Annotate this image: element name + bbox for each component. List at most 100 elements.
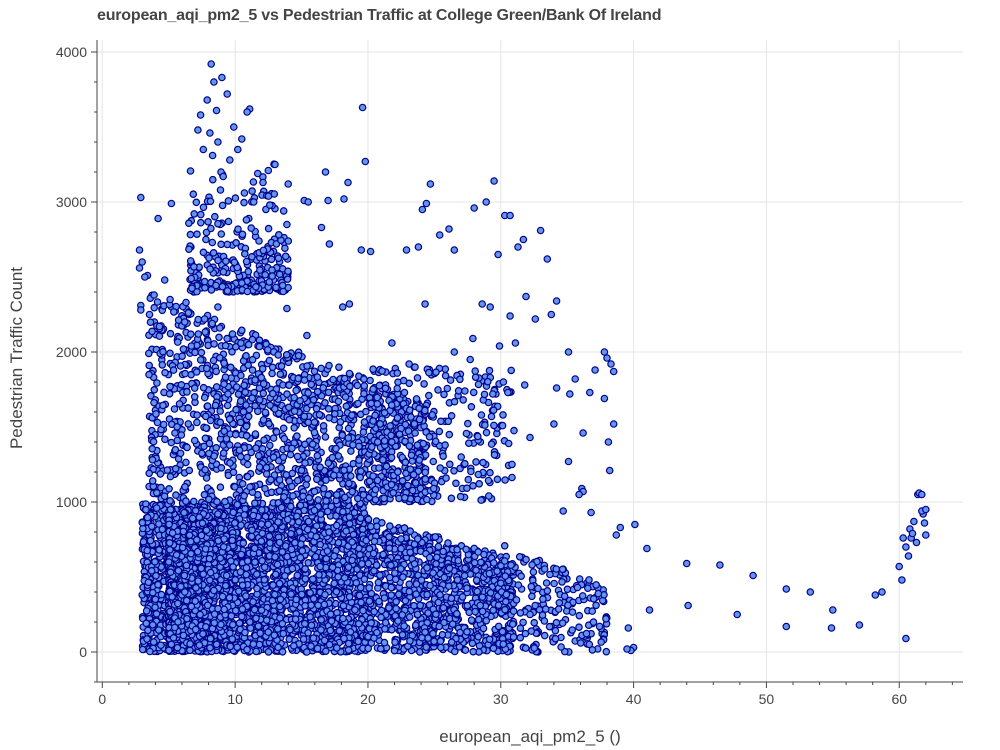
data-point bbox=[238, 605, 247, 613]
data-point bbox=[376, 571, 384, 580]
data-point bbox=[144, 626, 152, 635]
data-point bbox=[273, 560, 282, 569]
data-point bbox=[575, 623, 583, 632]
data-point bbox=[387, 625, 396, 634]
data-point bbox=[166, 607, 174, 616]
data-point bbox=[412, 590, 420, 598]
data-point bbox=[278, 548, 287, 556]
data-point bbox=[320, 636, 329, 645]
data-point bbox=[192, 583, 200, 592]
data-point bbox=[413, 610, 422, 619]
data-point bbox=[248, 526, 256, 535]
data-point bbox=[149, 620, 157, 629]
data-point bbox=[344, 563, 353, 571]
data-point bbox=[410, 601, 418, 610]
data-point bbox=[463, 627, 471, 636]
data-point bbox=[461, 564, 469, 573]
data-point bbox=[460, 571, 469, 580]
data-point bbox=[309, 634, 318, 642]
data-point bbox=[312, 532, 321, 541]
data-point bbox=[485, 635, 494, 644]
data-point bbox=[229, 562, 237, 571]
data-point bbox=[154, 626, 163, 634]
data-point bbox=[174, 599, 182, 608]
data-point bbox=[235, 619, 244, 627]
data-point bbox=[268, 596, 277, 605]
data-point bbox=[478, 607, 487, 616]
data-point bbox=[447, 638, 456, 647]
data-point bbox=[387, 591, 396, 599]
data-point bbox=[543, 586, 552, 595]
data-point bbox=[405, 587, 414, 596]
data-point bbox=[316, 510, 325, 518]
data-point bbox=[157, 641, 165, 650]
data-point bbox=[339, 507, 347, 516]
data-point bbox=[275, 538, 284, 547]
data-point bbox=[377, 606, 386, 615]
data-point bbox=[206, 634, 215, 643]
data-point bbox=[252, 647, 261, 656]
data-point bbox=[399, 573, 407, 581]
data-point bbox=[143, 546, 152, 555]
data-point bbox=[344, 646, 353, 654]
data-point bbox=[142, 505, 150, 514]
data-point bbox=[435, 622, 444, 631]
data-point bbox=[372, 561, 381, 569]
data-point bbox=[348, 556, 356, 565]
data-point bbox=[370, 537, 379, 546]
data-point bbox=[494, 601, 503, 610]
data-point bbox=[201, 545, 210, 553]
data-point bbox=[354, 619, 363, 628]
data-point bbox=[365, 584, 373, 592]
data-point bbox=[187, 549, 195, 558]
data-point bbox=[301, 575, 310, 583]
data-point bbox=[323, 507, 332, 516]
data-point bbox=[264, 648, 273, 656]
data-point bbox=[179, 527, 188, 536]
data-point bbox=[364, 644, 373, 653]
data-point bbox=[307, 642, 315, 650]
data-point bbox=[380, 638, 389, 647]
data-point bbox=[317, 615, 326, 624]
data-point bbox=[142, 607, 151, 615]
data-point bbox=[397, 535, 405, 543]
data-point bbox=[155, 546, 164, 554]
data-point bbox=[453, 576, 462, 584]
data-point bbox=[225, 593, 234, 602]
data-point bbox=[394, 590, 403, 599]
data-point bbox=[472, 576, 481, 585]
data-point bbox=[206, 568, 215, 577]
data-point bbox=[297, 540, 305, 548]
data-point bbox=[180, 571, 189, 580]
data-point bbox=[309, 594, 318, 603]
data-point bbox=[340, 573, 349, 582]
data-point bbox=[191, 506, 200, 515]
data-point bbox=[385, 522, 394, 530]
data-point bbox=[172, 551, 181, 559]
data-point bbox=[304, 628, 312, 637]
data-point bbox=[257, 506, 266, 514]
data-point bbox=[486, 588, 495, 597]
data-point bbox=[447, 594, 456, 603]
data-point bbox=[238, 612, 246, 621]
data-point bbox=[417, 576, 426, 584]
data-point bbox=[151, 557, 159, 566]
data-point bbox=[257, 606, 266, 615]
data-point bbox=[398, 611, 407, 619]
data-point bbox=[332, 521, 341, 530]
data-point bbox=[411, 621, 420, 630]
data-point bbox=[479, 624, 488, 633]
data-point bbox=[406, 637, 414, 645]
data-point bbox=[391, 575, 400, 584]
data-point bbox=[405, 580, 414, 589]
data-point bbox=[300, 619, 309, 628]
data-point bbox=[227, 612, 236, 620]
data-point bbox=[476, 558, 485, 567]
data-point bbox=[287, 590, 295, 598]
data-point bbox=[323, 547, 332, 555]
data-point bbox=[439, 603, 448, 612]
data-point bbox=[385, 604, 393, 612]
data-point bbox=[228, 536, 237, 545]
data-point bbox=[473, 587, 482, 596]
data-point bbox=[310, 545, 318, 553]
